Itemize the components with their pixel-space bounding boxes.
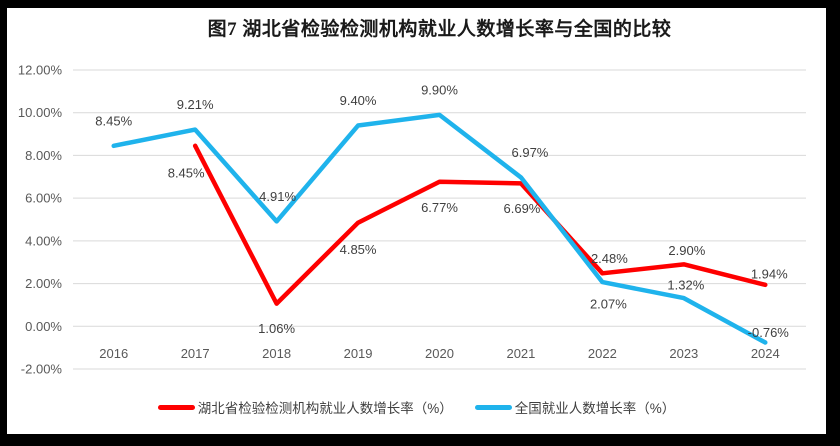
y-axis-tick-label: 8.00% xyxy=(25,148,62,163)
data-label: 4.91% xyxy=(259,189,296,204)
x-axis-tick-label: 2023 xyxy=(669,346,698,361)
legend-label-national: 全国就业人数增长率（%） xyxy=(514,401,676,416)
series-line-hubei xyxy=(192,143,768,306)
chart-legend: 湖北省检验检测机构就业人数增长率（%） 全国就业人数增长率（%） xyxy=(7,396,826,418)
x-axis-tick-label: 2021 xyxy=(506,346,535,361)
data-label: 6.77% xyxy=(421,200,458,215)
y-axis-tick-label: 4.00% xyxy=(25,233,62,248)
chart-title: 图7 湖北省检验检测机构就业人数增长率与全国的比较 xyxy=(207,19,672,40)
data-label: 2.07% xyxy=(590,297,627,312)
data-label: 1.94% xyxy=(751,266,788,281)
data-label: 1.32% xyxy=(667,278,704,293)
y-axis-tick-label: 10.00% xyxy=(18,105,63,120)
y-axis-tick-label: 12.00% xyxy=(18,63,63,78)
x-axis-tick-label: 2020 xyxy=(425,346,454,361)
y-axis-tick-label: 2.00% xyxy=(25,276,62,291)
legend-label-hubei: 湖北省检验检测机构就业人数增长率（%） xyxy=(197,401,453,416)
y-axis-tick-label: 6.00% xyxy=(25,191,62,206)
legend-line-blue-icon xyxy=(474,404,512,410)
data-label: 8.45% xyxy=(95,113,132,128)
x-axis-tick-label: 2024 xyxy=(751,346,780,361)
line-chart: -2.00% 0.00% 2.00% 4.00% 6.00% 8.00% 10.00% 12.… xyxy=(18,63,806,377)
legend-item-national: 全国就业人数增长率（%） xyxy=(474,397,676,417)
x-axis-tick-label: 2017 xyxy=(181,346,210,361)
data-label: 9.90% xyxy=(421,82,458,97)
legend-item-hubei: 湖北省检验检测机构就业人数增长率（%） xyxy=(157,397,453,417)
data-label: 8.45% xyxy=(168,165,205,180)
data-label: 2.48% xyxy=(591,251,628,266)
data-label: 6.97% xyxy=(512,145,549,160)
series-line-national xyxy=(111,112,768,345)
data-label: 2.90% xyxy=(668,243,705,258)
data-label: 9.40% xyxy=(340,93,377,108)
chart-window: 图7 湖北省检验检测机构就业人数增长率与全国的比较 -2.00% 0.00% 2.0… xyxy=(7,8,826,434)
x-axis-tick-label: 2016 xyxy=(99,346,128,361)
legend-line-red-icon xyxy=(157,404,195,410)
data-label: 1.06% xyxy=(258,321,295,336)
x-axis-tick-label: 2018 xyxy=(262,346,291,361)
data-label: 9.21% xyxy=(177,97,214,112)
y-axis-tick-label: -2.00% xyxy=(21,362,63,377)
x-axis-tick-label: 2019 xyxy=(344,346,373,361)
data-label: 4.85% xyxy=(340,242,377,257)
x-axis-tick-label: 2022 xyxy=(588,346,617,361)
data-label: 6.69% xyxy=(504,201,541,216)
y-axis-tick-label: 0.00% xyxy=(25,319,62,334)
data-label: -0.76% xyxy=(748,325,790,340)
